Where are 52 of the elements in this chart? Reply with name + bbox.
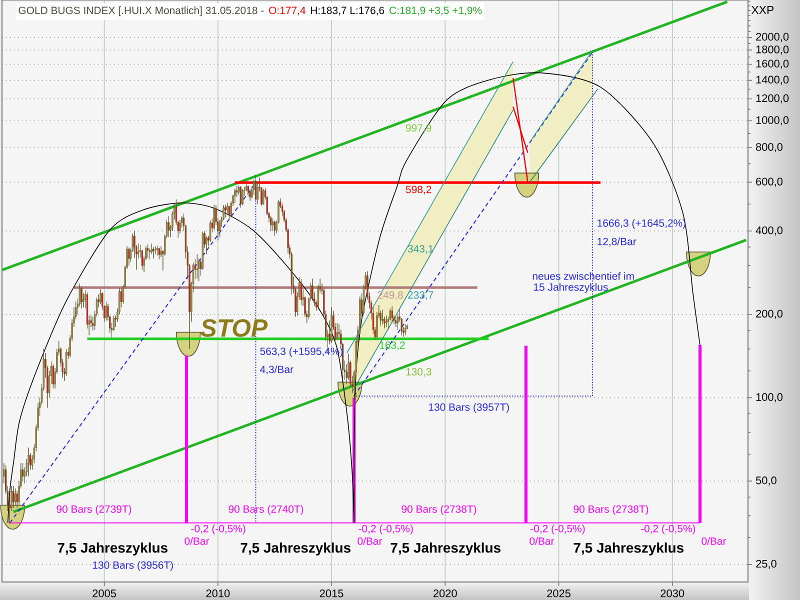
annotation: 90 Bars (2738T) <box>402 505 476 515</box>
annotation: 12,8/Bar <box>598 238 636 246</box>
annotation: 90 Bars (2739T) <box>56 505 132 515</box>
annotation: -0,2 (-0,5%) <box>530 524 585 534</box>
y-tick-label: 800,0 <box>756 143 783 152</box>
annotation: 15 Jahreszyklus <box>534 283 608 293</box>
x-tick-label: 2015 <box>320 590 344 598</box>
y-tick-label: 600,0 <box>756 178 783 187</box>
y-tick-label: 1600,0 <box>756 60 789 69</box>
annotation: 7,5 Jahreszyklus <box>574 542 684 556</box>
annotation: 130 Bars (3956T) <box>92 561 173 571</box>
y-tick-label: 100,0 <box>756 393 783 402</box>
text: GOLD BUGS INDEX [.HUI.X Monatlich] 31.05.2018 - <box>18 6 264 16</box>
y-tick-label: 1000,0 <box>756 116 789 126</box>
annotation: 0/Bar <box>530 537 554 545</box>
y-tick-label: 2000,0 <box>756 32 789 42</box>
annotation: 0/Bar <box>702 537 726 545</box>
annotation: C:181,9 +3,5 +1,9% <box>390 6 482 16</box>
annotation: 90 Bars (2740T) <box>228 505 304 515</box>
annotation: 598,2 <box>406 186 432 194</box>
y-tick-label: 25,0 <box>756 560 776 569</box>
annotation: 90 Bars (2738T) <box>574 505 648 515</box>
x-tick-label: 2020 <box>434 590 457 598</box>
y-axis-title: XXP <box>751 6 774 14</box>
annotation: 163,2 <box>380 342 405 350</box>
annotation: 4,3/Bar <box>260 365 294 374</box>
annotation: 7,5 Jahreszyklus <box>240 542 350 556</box>
annotation: 7,5 Jahreszyklus <box>58 542 168 556</box>
annotation: neues zwischentief im <box>532 272 634 280</box>
annotation: -0,2 (-0,5%) <box>191 524 246 534</box>
x-tick-label: 2030 <box>660 590 684 598</box>
y-tick-label: 50,0 <box>756 476 776 486</box>
annotation: 130,3 <box>406 368 432 377</box>
y-tick-label: 1200,0 <box>756 94 789 104</box>
y-tick-label: 200,0 <box>756 310 783 319</box>
annotation: O:177,4 <box>269 6 306 16</box>
x-tick-label: 2005 <box>92 590 116 598</box>
annotation: 130 Bars (3957T) <box>429 403 509 413</box>
y-tick-label: 400,0 <box>756 226 783 236</box>
annotation: 343,1 <box>408 245 434 254</box>
y-tick-label: 1400,0 <box>756 76 789 85</box>
annotation: 0/Bar <box>358 537 382 545</box>
x-tick-label: 2025 <box>547 590 570 598</box>
x-tick-label: 2010 <box>206 590 230 598</box>
annotation: -0,2 (-0,5%) <box>358 524 413 534</box>
annotation: -0,2 (-0,5%) <box>640 524 696 534</box>
annotation: 0/Bar <box>184 537 210 545</box>
annotation: 7,5 Jahreszyklus <box>390 542 500 556</box>
y-tick-label: 1800,0 <box>756 46 789 55</box>
annotation: STOP <box>200 319 268 337</box>
annotation: 233,7 <box>408 291 434 300</box>
annotation: H:183,7 L:176,6 <box>311 6 384 16</box>
